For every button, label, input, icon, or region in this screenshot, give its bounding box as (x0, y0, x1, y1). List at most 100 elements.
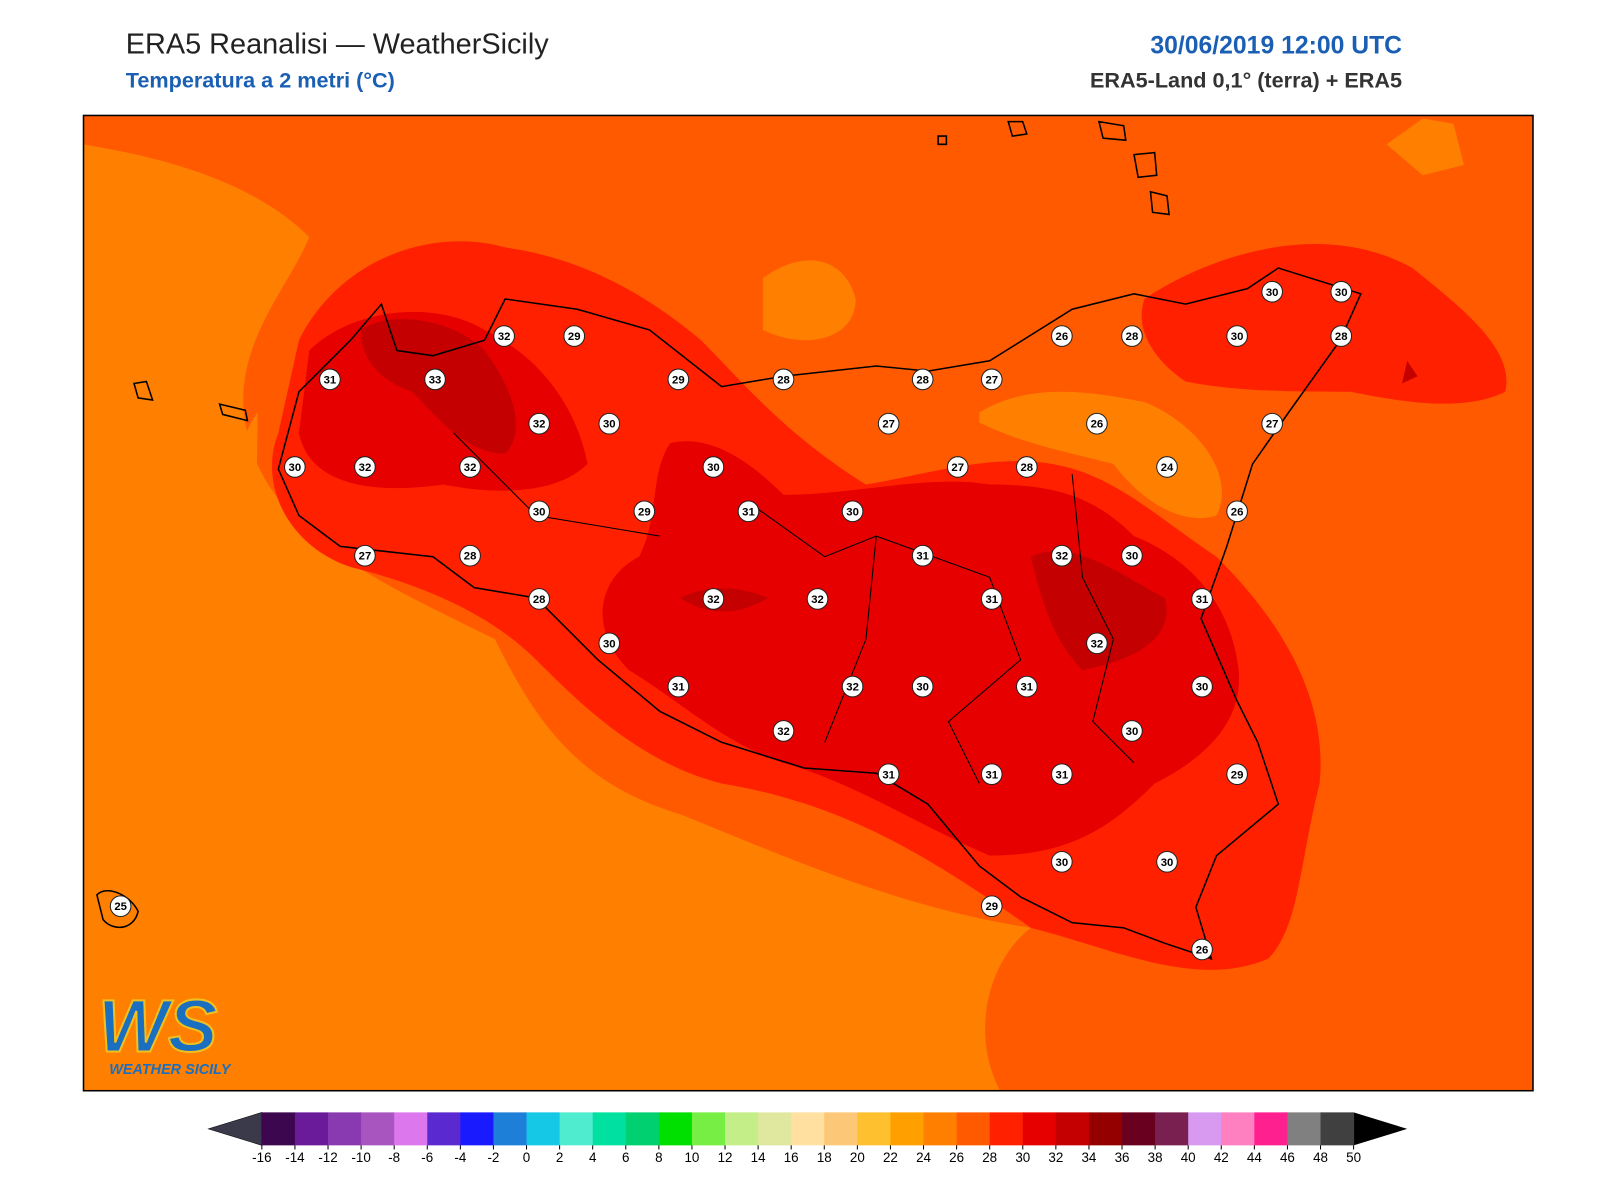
station-marker (702, 456, 725, 478)
station-marker (1156, 851, 1178, 873)
station-marker (1121, 720, 1143, 742)
logo-caption: WEATHER SICILY (109, 1062, 232, 1078)
station-value: 26 (1196, 945, 1209, 957)
station-value: 30 (846, 506, 859, 518)
station-marker (1051, 851, 1073, 873)
station-marker (284, 456, 306, 478)
colorbar-tick-label: -16 (252, 1150, 271, 1165)
station: 28 (528, 588, 550, 610)
station-value: 27 (882, 419, 895, 431)
station-marker (877, 763, 900, 786)
station: 30 (911, 675, 934, 698)
station: 30 (1121, 544, 1143, 567)
station-value: 28 (464, 551, 477, 563)
station-value: 30 (1266, 287, 1279, 299)
station-value: 31 (882, 769, 895, 781)
station-value: 29 (985, 901, 998, 913)
station-marker (702, 588, 725, 610)
station-value: 30 (707, 462, 720, 474)
station-marker (911, 675, 934, 698)
colorbar-segment (1320, 1112, 1355, 1146)
station: 28 (1015, 456, 1038, 478)
colorbar-segment (1287, 1112, 1322, 1146)
colorbar-segment (1221, 1112, 1255, 1146)
colorbar-tick-label: 44 (1247, 1150, 1262, 1165)
station: 30 (528, 500, 550, 523)
colorbar-segment (294, 1112, 329, 1146)
colorbar-tick-label: -8 (388, 1150, 400, 1165)
station-value: 26 (1231, 506, 1244, 518)
station-value: 29 (638, 506, 651, 518)
station: 30 (1051, 851, 1073, 873)
station-marker (1156, 456, 1178, 478)
station-marker (424, 368, 446, 391)
station-marker (980, 895, 1003, 918)
station-marker (911, 544, 934, 567)
colorbar-tick-label: -10 (351, 1150, 370, 1165)
colorbar-segment (526, 1112, 561, 1146)
station-marker (772, 720, 795, 742)
station: 26 (1086, 412, 1108, 435)
station-marker (1051, 325, 1073, 347)
station-value: 31 (324, 374, 337, 386)
station-marker (1330, 280, 1353, 303)
station-value: 24 (1161, 462, 1174, 474)
station: 30 (598, 632, 621, 655)
colorbar-tick-label: 28 (982, 1150, 997, 1165)
colorbar-tick-label: 40 (1181, 1150, 1196, 1165)
field-30 (298, 311, 1240, 856)
colorbar-segment (261, 1112, 296, 1146)
date: 30/06/2019 12:00 UTC (1150, 33, 1402, 60)
station: 28 (772, 368, 795, 391)
station-marker (319, 368, 341, 391)
station-marker (980, 588, 1003, 610)
colorbar-tick-label: 6 (622, 1150, 629, 1165)
station-marker (598, 412, 621, 435)
station: 27 (354, 544, 376, 567)
station: 28 (1330, 325, 1353, 347)
station-value: 31 (985, 769, 998, 781)
colorbar-segment (956, 1112, 991, 1146)
station-marker (772, 368, 795, 391)
colorbar-tick-label: 32 (1048, 1150, 1063, 1165)
colorbar-tick-label: 4 (589, 1150, 597, 1165)
station-value: 27 (1266, 419, 1279, 431)
colorbar-segment (725, 1112, 759, 1146)
coastline (277, 267, 1362, 960)
colorbar-segment (427, 1112, 461, 1146)
station-value: 31 (742, 506, 755, 518)
colorbar-segment (559, 1112, 594, 1146)
colorbar-segment (1122, 1112, 1156, 1146)
station: 28 (459, 544, 481, 567)
logo-mark: WS (98, 985, 218, 1068)
station-marker (841, 500, 864, 523)
station-value: 32 (777, 726, 790, 738)
islands (96, 120, 1170, 929)
colorbar-over (1353, 1112, 1408, 1146)
station: 27 (877, 412, 900, 435)
field-32 (360, 319, 1418, 671)
station: 30 (1261, 280, 1283, 303)
station-marker (946, 456, 969, 478)
station: 26 (1051, 325, 1073, 347)
station-marker (1086, 412, 1108, 435)
field-24 (762, 118, 1464, 519)
station-value: 30 (1231, 331, 1244, 343)
station-marker (1015, 456, 1038, 478)
station: 30 (702, 456, 725, 478)
station-value: 31 (916, 551, 929, 563)
station-value: 30 (1161, 857, 1174, 869)
station-marker (1191, 675, 1213, 698)
station: 26 (1191, 938, 1213, 961)
station-marker (1226, 763, 1248, 786)
station-marker (528, 412, 550, 435)
station-value: 30 (1056, 857, 1069, 869)
station-marker (1051, 544, 1073, 567)
colorbar-segment (824, 1112, 858, 1146)
station-value: 30 (1126, 726, 1139, 738)
station: 32 (459, 456, 481, 478)
colorbar-tick-label: 34 (1081, 1150, 1096, 1165)
station-marker (667, 675, 690, 698)
colorbar: -16 -14 -12 -10 -8 -6 -4 -2 0 2 4 6 8 10 12 14 16 18 20 22 2… (207, 1112, 1408, 1165)
